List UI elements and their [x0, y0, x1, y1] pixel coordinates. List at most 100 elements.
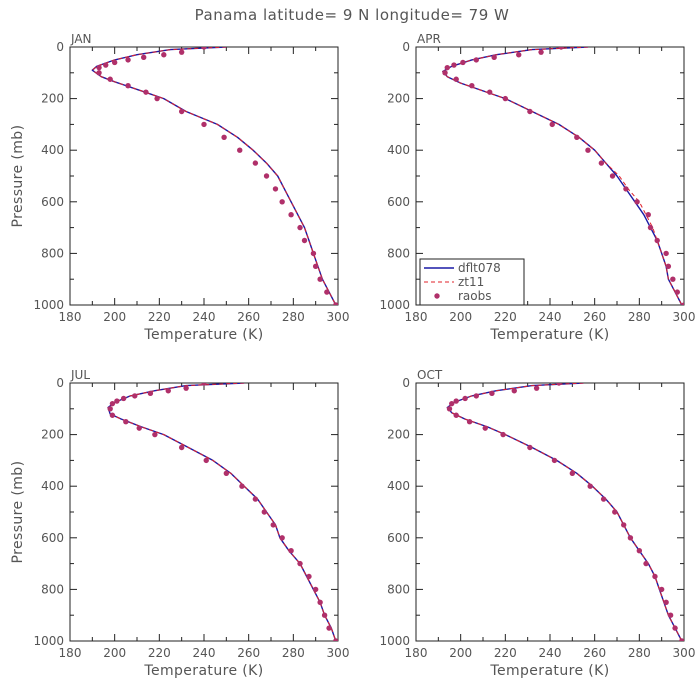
y-axis-label: Pressure (mb)	[10, 125, 26, 228]
raobs-point	[681, 302, 684, 305]
raobs-point	[270, 522, 276, 528]
raobs-point	[473, 393, 479, 399]
raobs-point	[556, 383, 562, 386]
series-layer	[442, 47, 684, 305]
raobs-point	[491, 54, 497, 61]
raobs-point	[317, 599, 323, 605]
x-tick-label: 280	[282, 310, 305, 324]
raobs-point	[473, 57, 479, 63]
x-tick-label: 200	[449, 646, 472, 660]
x-tick-label: 300	[327, 646, 350, 660]
series-layer	[107, 383, 338, 641]
raobs-point	[462, 395, 468, 402]
raobs-point	[449, 400, 455, 407]
raobs-point	[96, 70, 102, 76]
y-tick-label: 800	[41, 246, 64, 260]
raobs-point	[333, 302, 338, 305]
raobs-point	[301, 237, 308, 244]
raobs-point	[643, 560, 649, 567]
raobs-point	[183, 385, 189, 391]
raobs-point	[453, 412, 459, 418]
x-tick-label: 260	[237, 646, 260, 660]
legend-label-raobs: raobs	[458, 289, 492, 303]
y-tick-label: 600	[41, 531, 64, 545]
raobs-point	[442, 70, 448, 76]
raobs-point	[111, 59, 118, 66]
raobs-point	[460, 59, 466, 66]
raobs-point	[502, 95, 509, 102]
raobs-point	[487, 89, 493, 95]
raobs-point	[667, 612, 674, 618]
raobs-point	[201, 383, 207, 386]
raobs-point	[107, 76, 113, 82]
y-tick-label: 1000	[33, 634, 64, 648]
raobs-point	[178, 444, 185, 451]
raobs-point	[178, 49, 185, 55]
raobs-point	[279, 199, 285, 205]
series-layer	[91, 47, 338, 305]
x-tick-label: 280	[282, 646, 305, 660]
series-line-dflt078	[107, 383, 337, 641]
raobs-point	[679, 638, 684, 641]
raobs-point	[263, 173, 270, 179]
raobs-point	[165, 388, 171, 394]
raobs-point	[252, 496, 259, 502]
x-axis-label: Temperature (K)	[143, 327, 263, 343]
raobs-point	[312, 263, 319, 269]
raobs-point	[663, 250, 669, 257]
x-tick-label: 180	[405, 310, 428, 324]
raobs-point	[574, 134, 580, 140]
x-tick-label: 240	[193, 646, 216, 660]
raobs-point	[125, 57, 131, 63]
y-tick-label: 400	[387, 479, 410, 493]
legend-marker-raobs	[434, 293, 440, 299]
raobs-point	[585, 147, 591, 153]
legend-label-zt11: zt11	[458, 275, 484, 289]
x-tick-label: 260	[583, 310, 606, 324]
raobs-point	[237, 147, 243, 153]
panel-label: JUL	[70, 368, 90, 382]
raobs-point	[312, 586, 319, 593]
series-line-zt11	[107, 383, 337, 641]
x-tick-label: 300	[327, 310, 350, 324]
raobs-point	[288, 212, 294, 218]
raobs-point	[621, 522, 627, 528]
y-tick-label: 400	[41, 479, 64, 493]
x-tick-label: 180	[405, 646, 428, 660]
x-tick-label: 260	[237, 310, 260, 324]
raobs-point	[444, 64, 450, 71]
raobs-point	[201, 47, 207, 50]
raobs-point	[469, 83, 475, 89]
y-tick-label: 200	[41, 92, 64, 106]
raobs-point	[527, 108, 533, 115]
y-tick-label: 600	[387, 195, 410, 209]
raobs-point	[239, 483, 245, 489]
x-tick-label: 200	[103, 310, 126, 324]
panel-label: APR	[417, 32, 441, 46]
raobs-point	[674, 289, 680, 295]
plot-frame	[415, 382, 685, 642]
raobs-point	[538, 49, 544, 55]
raobs-point	[203, 457, 209, 464]
raobs-point	[527, 444, 533, 451]
raobs-point	[103, 62, 109, 68]
raobs-point	[489, 390, 495, 397]
raobs-point	[511, 388, 517, 394]
raobs-point	[125, 83, 131, 89]
raobs-point	[612, 509, 618, 515]
x-tick-label: 240	[539, 646, 562, 660]
y-tick-label: 200	[387, 92, 410, 106]
panel-apr: 180 200 220 240 260 280 300 0 200 400 600 800 1000 AP…	[379, 32, 695, 343]
raobs-point	[326, 625, 332, 631]
figure-title: Panama latitude= 9 N longitude= 79 W	[195, 6, 510, 24]
y-tick-label: 200	[387, 428, 410, 442]
x-tick-label: 240	[193, 310, 216, 324]
raobs-point	[533, 385, 540, 391]
raobs-point	[201, 121, 207, 128]
raobs-point	[652, 573, 658, 580]
y-tick-label: 1000	[379, 298, 410, 312]
x-tick-label: 280	[628, 310, 651, 324]
raobs-point	[672, 625, 678, 631]
series-layer	[446, 383, 684, 641]
